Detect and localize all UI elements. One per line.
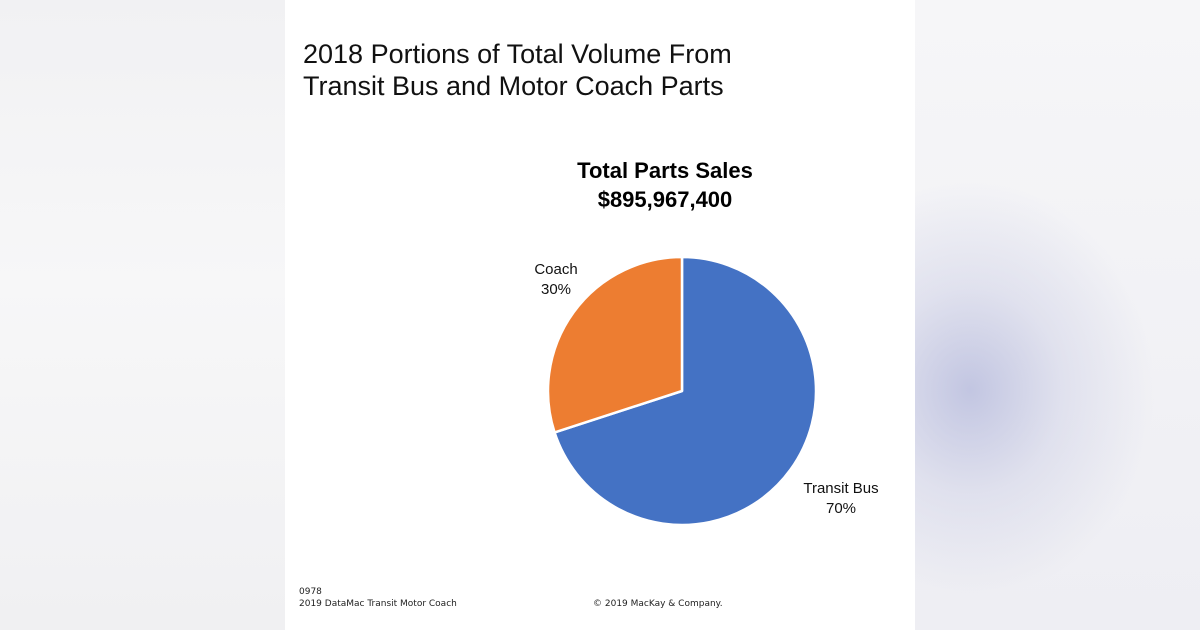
slide-title-line-2: Transit Bus and Motor Coach Parts xyxy=(303,71,724,101)
slide: 2018 Portions of Total Volume From Trans… xyxy=(285,0,915,630)
right-background xyxy=(915,0,1200,630)
pie-chart-title: Total Parts Sales $895,967,400 xyxy=(525,156,805,214)
pie-chart-total-value: $895,967,400 xyxy=(597,187,733,212)
slide-title: 2018 Portions of Total Volume From Trans… xyxy=(303,38,903,102)
coach-slice-name-label: Coach xyxy=(534,261,577,278)
pie-slices xyxy=(546,255,818,527)
pie-chart-title-text: Total Parts Sales xyxy=(577,158,753,183)
pie-slice-coach xyxy=(546,255,684,434)
footer-code: 0978 xyxy=(299,587,322,597)
pie-chart: Coach 30% Transit Bus 70% xyxy=(534,255,879,527)
footer-copyright: © 2019 MacKay & Company. xyxy=(593,599,723,609)
slide-title-line-1: 2018 Portions of Total Volume From xyxy=(303,39,732,69)
transit-bus-slice-percent-label: 70% xyxy=(826,500,856,517)
transit-bus-slice-name-label: Transit Bus xyxy=(803,480,878,497)
coach-slice-percent-label: 30% xyxy=(541,281,571,298)
left-background xyxy=(0,0,285,630)
footer-source-name: 2019 DataMac Transit Motor Coach xyxy=(299,599,457,609)
pie-slice-transit-bus xyxy=(553,255,818,527)
footer-source: 0978 2019 DataMac Transit Motor Coach xyxy=(299,586,457,610)
